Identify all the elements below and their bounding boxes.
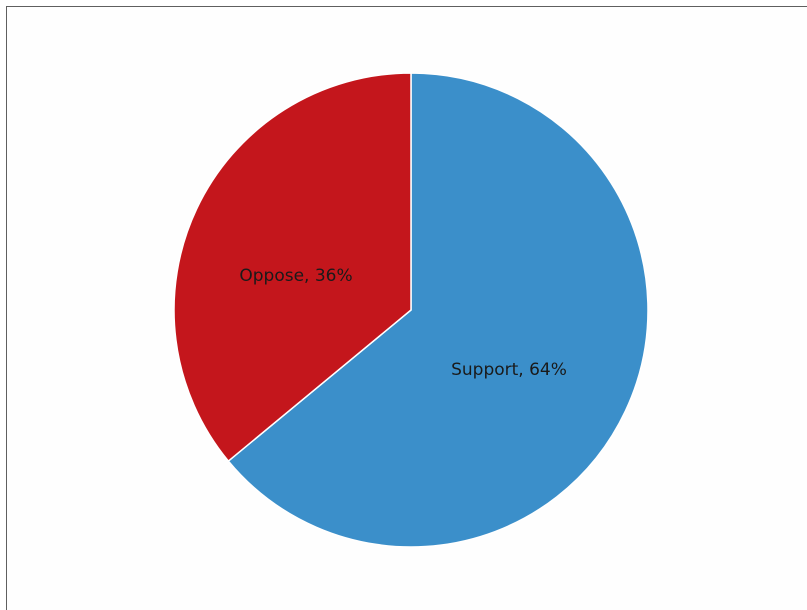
pie-slice-oppose [173,72,412,463]
slice-label-oppose: Oppose, 36% [239,266,352,286]
slice-label-support: Support, 64% [451,360,567,380]
pie-labels: Support, 64% Oppose, 36% [239,266,567,380]
pie-slice-support [227,72,649,548]
pie-slices [173,72,649,548]
